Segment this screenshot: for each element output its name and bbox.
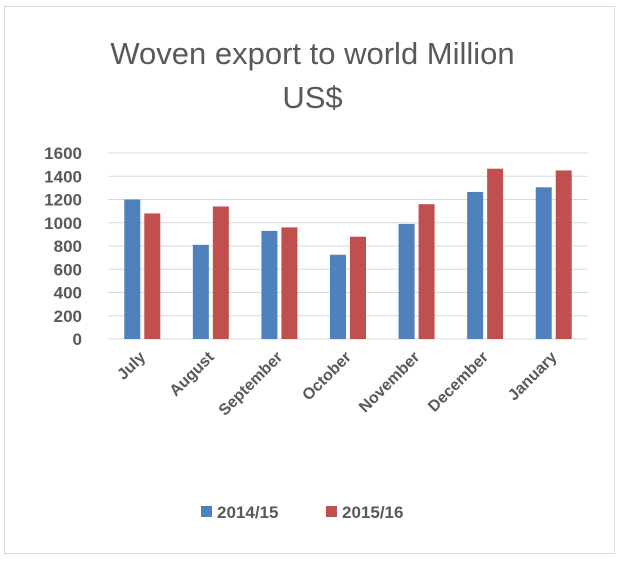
bar-2014-15-january (535, 187, 552, 339)
y-tick-label: 1200 (44, 191, 82, 210)
y-tick-label: 800 (54, 237, 82, 256)
x-tick-label-august: August (167, 348, 218, 399)
x-tick-label-december: December (425, 349, 492, 416)
bar-2015-16-july (144, 213, 161, 339)
y-tick-label: 200 (54, 307, 82, 326)
legend: 2014/15 2015/16 (201, 503, 403, 522)
x-tick-label-september: September (216, 349, 287, 420)
bar-2014-15-september (261, 230, 278, 339)
bar-2014-15-october (330, 254, 346, 339)
y-tick-label: 1000 (44, 214, 82, 233)
bar-2015-16-october (350, 236, 366, 339)
bar-2014-15-november (398, 223, 415, 339)
chart-title-line-1: Woven export to world Million (110, 36, 515, 71)
gridlines (108, 152, 588, 340)
legend-label-2014-15: 2014/15 (217, 503, 278, 522)
bar-2014-15-december (467, 191, 484, 339)
chart-frame (4, 6, 615, 554)
bar-2014-15-august (192, 244, 209, 339)
bar-2015-16-january (555, 170, 572, 339)
bars (124, 168, 572, 339)
y-axis-ticks: 0 200 400 600 800 1000 1200 1400 1600 (44, 144, 82, 349)
bar-2015-16-november (418, 204, 435, 339)
legend-swatch-2014-15 (201, 506, 212, 517)
y-tick-label: 1600 (44, 144, 82, 163)
x-tick-label-january: January (505, 349, 560, 404)
y-tick-label: 0 (73, 330, 82, 349)
bar-2015-16-september (281, 227, 298, 339)
legend-label-2015-16: 2015/16 (342, 503, 403, 522)
y-tick-label: 600 (54, 260, 82, 279)
y-tick-label: 1400 (44, 167, 82, 186)
legend-swatch-2015-16 (326, 506, 337, 517)
y-tick-label: 400 (54, 284, 82, 303)
bar-2015-16-december (487, 168, 504, 339)
x-tick-label-october: October (299, 349, 354, 404)
chart-title-line-2: US$ (282, 80, 343, 115)
x-tick-label-july: July (114, 349, 149, 384)
bar-2015-16-august (212, 206, 229, 339)
x-tick-label-november: November (356, 349, 423, 416)
bar-2014-15-july (124, 199, 141, 339)
